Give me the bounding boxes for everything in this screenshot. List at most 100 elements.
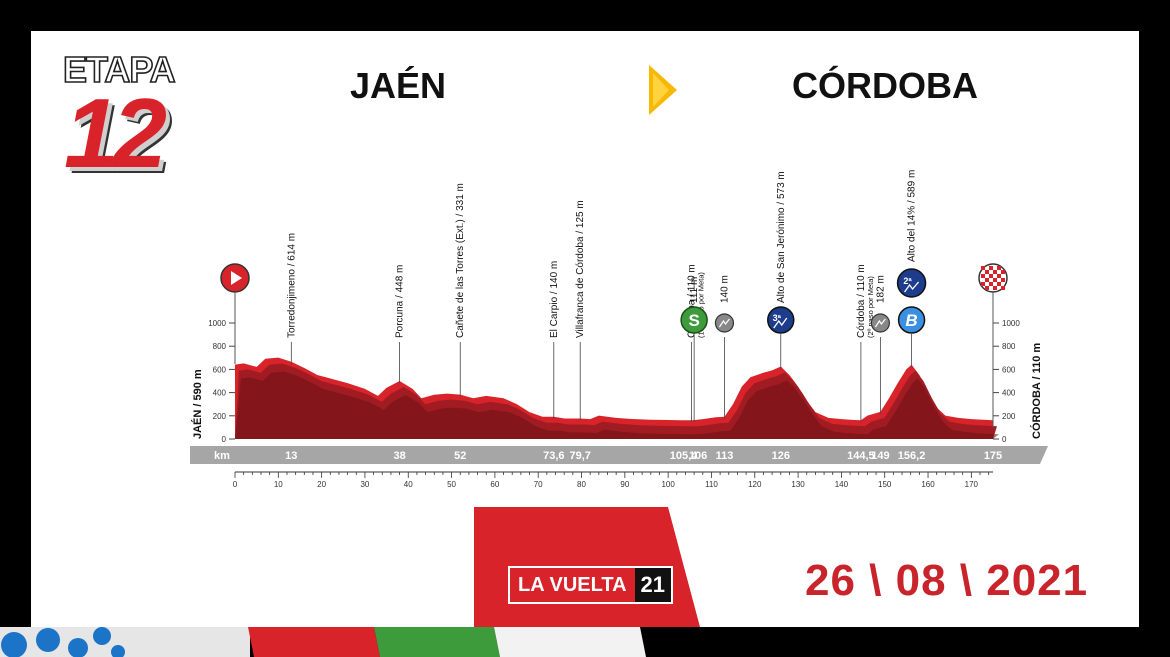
checker-square (1001, 278, 1005, 282)
checker-square (997, 274, 1001, 278)
km-marker-label: 113 (716, 450, 734, 462)
x-tick-label: 160 (921, 480, 935, 489)
y-axis-label-right: CÓRDOBA / 110 m (1030, 343, 1043, 439)
annotation-sublabel: (1er paso por Meta) (697, 272, 706, 338)
checker-square (985, 278, 989, 282)
x-tick-label: 60 (490, 480, 499, 489)
km-marker-label: 38 (393, 450, 405, 462)
bonus-badge-label: B (905, 311, 917, 330)
km-marker-label: 156,2 (898, 450, 926, 462)
annotation-label: 182 m (875, 275, 886, 303)
checker-square (981, 266, 985, 270)
y-tick-label: 0 (1002, 435, 1007, 444)
km-marker-label: 149 (871, 450, 889, 462)
x-tick-label: 80 (577, 480, 586, 489)
y-tick-label: 600 (213, 365, 227, 374)
checker-square (989, 282, 993, 286)
profile-texture (235, 371, 999, 439)
x-tick-label: 10 (274, 480, 283, 489)
x-tick-label: 90 (620, 480, 629, 489)
annotation-label: El Carpio / 140 m (549, 261, 560, 338)
x-tick-label: 0 (233, 480, 238, 489)
y-tick-label: 0 (222, 435, 227, 444)
km-marker-label: 79,7 (570, 450, 591, 462)
x-tick-label: 70 (534, 480, 543, 489)
mountain-glyph-icon (773, 317, 788, 329)
y-tick-label: 600 (1002, 365, 1016, 374)
finish-city: CÓRDOBA (792, 65, 978, 106)
mountain-glyph-icon (904, 281, 920, 293)
checker-square (985, 286, 989, 290)
stage-date: 26 \ 08 \ 2021 (805, 556, 1089, 605)
y-tick-label: 800 (213, 342, 227, 351)
brand-year: 21 (634, 568, 671, 602)
etapa-label: ETAPA (62, 49, 176, 90)
checker-square (993, 278, 997, 282)
stage-number: 12 (64, 78, 167, 188)
mountain-glyph-icon (718, 318, 730, 328)
annotation-label: Córdoba / 110 m (856, 264, 867, 338)
cat2-climb-icon (896, 268, 927, 298)
km-marker-label: 126 (772, 450, 790, 462)
checker-square (997, 266, 1001, 270)
la-vuelta-logo: LA VUELTA 21 (508, 566, 673, 604)
checker-square (985, 270, 989, 274)
sprint-icon (680, 306, 708, 334)
bonus-icon (897, 306, 926, 334)
km-marker-label: 52 (454, 450, 466, 462)
km-marker-label: 73,6 (543, 450, 564, 462)
mountain-glyph-icon (874, 318, 886, 328)
annotation-label: Córdoba / 110 m (687, 264, 698, 338)
checker-square (989, 266, 993, 270)
checker-square (981, 274, 985, 278)
km-marker-label: 13 (285, 450, 297, 462)
x-tick-label: 50 (447, 480, 456, 489)
y-tick-label: 1000 (1002, 319, 1020, 328)
x-tick-label: 40 (404, 480, 413, 489)
y-tick-label: 400 (1002, 389, 1016, 398)
checker-square (981, 282, 985, 286)
x-tick-label: 120 (748, 480, 762, 489)
play-triangle-icon (231, 271, 242, 285)
km-bar (190, 446, 1048, 464)
km-marker-label: 105,4 (670, 450, 698, 462)
checker-square (1001, 286, 1005, 290)
annotation-label: Villafranca de Córdoba / 125 m (575, 200, 586, 338)
direction-arrow-icon (649, 65, 677, 115)
checker-square (997, 282, 1001, 286)
km-marker-label: 144,5 (847, 450, 875, 462)
km-bar-unit: km (214, 450, 230, 462)
km-marker-label: 175 (984, 450, 1002, 462)
cat2-badge-label: 2ª (903, 276, 912, 286)
annotation-label: 111 m (689, 277, 700, 303)
brand-name: LA VUELTA (510, 568, 635, 602)
checker-square (993, 270, 997, 274)
annotation-sublabel: (2º paso por Meta) (866, 276, 875, 338)
y-tick-label: 1000 (208, 319, 226, 328)
cat3-badge-label: 3ª (773, 313, 782, 323)
x-tick-label: 100 (661, 480, 675, 489)
x-tick-label: 130 (791, 480, 805, 489)
checker-square (993, 286, 997, 290)
x-tick-label: 140 (835, 480, 849, 489)
x-tick-label: 110 (705, 480, 718, 489)
x-tick-label: 170 (965, 480, 979, 489)
x-tick-label: 150 (878, 480, 892, 489)
km-marker-label: 106 (689, 450, 707, 462)
checker-square (989, 274, 993, 278)
annotation-label: Alto de San Jerónimo / 573 m (776, 171, 787, 303)
annotation-label: Porcuna / 448 m (395, 265, 406, 338)
x-tick-label: 20 (317, 480, 326, 489)
annotation-label: Alto del 14% / 589 m (907, 170, 918, 262)
y-tick-label: 400 (213, 389, 227, 398)
annotation-label: Torredonjimeno / 614 m (286, 233, 297, 338)
annotation-label: Cañete de las Torres (Ext.) / 331 m (455, 183, 466, 338)
y-tick-label: 800 (1002, 342, 1016, 351)
y-axis-label-left: JAÉN / 590 m (191, 369, 204, 439)
checker-square (1001, 270, 1005, 274)
sprint-badge-label: S (688, 311, 699, 330)
start-city: JAÉN (350, 65, 447, 106)
x-tick-label: 30 (360, 480, 369, 489)
annotation-label: 140 m (719, 275, 730, 303)
